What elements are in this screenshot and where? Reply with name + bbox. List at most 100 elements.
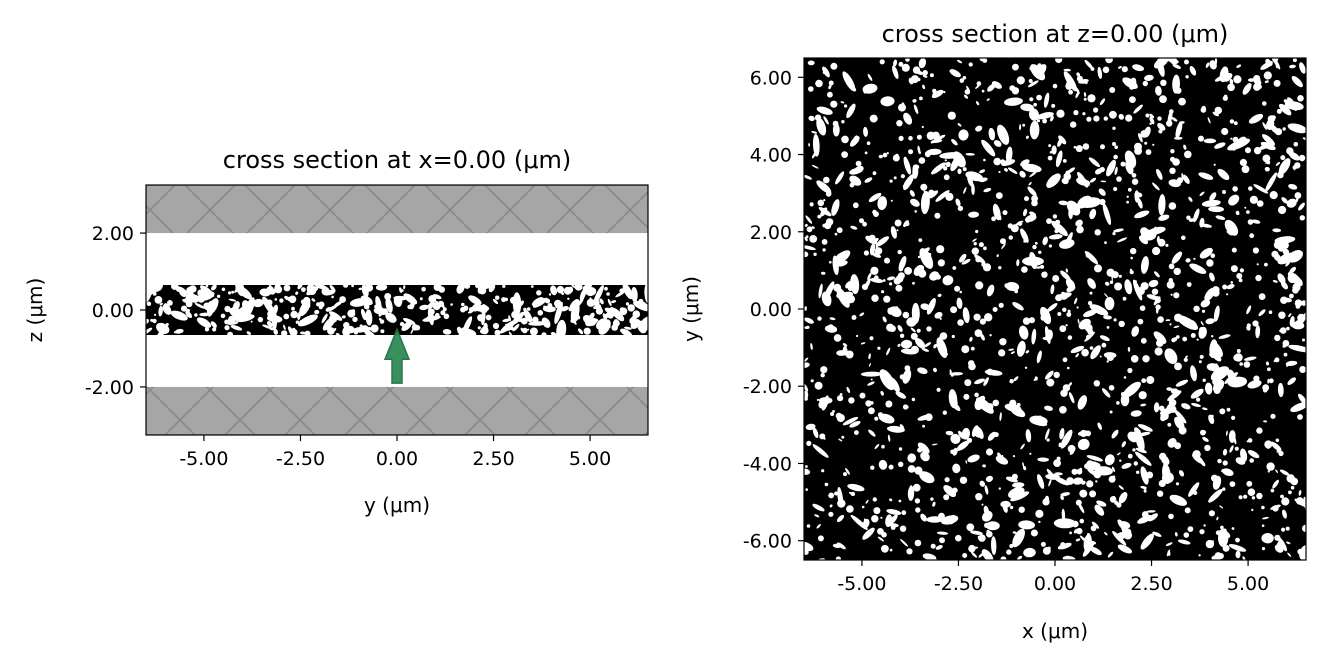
structure-void [984,485,989,495]
structure-void [829,260,832,264]
structure-void [1168,399,1177,407]
source-arrow [383,327,411,384]
structure-void [1229,119,1235,124]
structure-void [1278,450,1284,457]
structure-void [1178,470,1185,477]
structure-void [410,328,414,335]
structure-void [1153,271,1160,278]
structure-void [1247,219,1254,225]
structure-void [1202,378,1206,382]
structure-void [1102,203,1112,226]
structure-void [1009,85,1016,92]
structure-void [1001,243,1006,250]
structure-void [886,276,896,281]
structure-void [257,316,264,323]
structure-void [979,318,987,325]
structure-void [1140,403,1147,407]
structure-void [1184,59,1189,65]
structure-void [1052,83,1058,89]
structure-void [1169,167,1176,174]
structure-void [341,315,346,319]
right-plot-area [804,58,1306,560]
structure-void [983,158,986,162]
structure-void [830,100,838,108]
structure-void [865,400,872,407]
structure-void [917,442,930,454]
structure-void [1044,326,1051,344]
structure-void [913,315,919,320]
structure-void [1050,284,1055,295]
structure-void [351,284,354,288]
left-ytick-label: 2.00 [92,223,134,245]
structure-void [886,152,889,155]
structure-void [957,59,963,64]
structure-void [1267,367,1271,372]
structure-void [1022,462,1024,467]
structure-void [830,412,835,416]
structure-void [1142,80,1149,87]
structure-void [951,334,955,339]
structure-void [1298,154,1306,162]
structure-void [1203,138,1217,144]
structure-void [909,190,915,197]
structure-void [1132,279,1143,301]
structure-void [1162,463,1171,485]
structure-void [910,332,918,340]
structure-void [956,297,963,309]
structure-void [1205,62,1210,68]
structure-void [957,168,962,175]
structure-void [1188,482,1200,497]
structure-void [620,328,633,337]
structure-void [878,459,888,470]
structure-void [297,312,301,320]
structure-void [973,242,977,246]
structure-void [1029,171,1037,178]
structure-void [962,553,968,558]
structure-void [1045,370,1054,380]
structure-void [556,319,567,341]
structure-void [1104,297,1115,311]
structure-void [1104,281,1110,286]
structure-void [883,295,891,303]
structure-void [846,505,854,513]
structure-void [1061,508,1066,522]
structure-void [1012,455,1016,458]
structure-void [981,139,996,157]
structure-void [1025,350,1030,354]
structure-void [872,497,877,502]
structure-void [205,284,209,288]
structure-void [1228,194,1240,206]
left-xtick-label: -5.00 [179,448,228,470]
structure-void [906,548,913,555]
structure-void [216,294,221,298]
structure-void [1118,492,1128,504]
structure-void [970,346,975,351]
structure-void [959,253,967,263]
structure-void [1047,155,1053,161]
structure-void [1168,179,1182,188]
structure-void [1081,348,1089,357]
structure-void [1227,83,1235,92]
structure-void [1079,489,1088,498]
structure-void [934,212,941,219]
structure-void [1179,121,1185,124]
structure-void [274,285,283,294]
structure-void [464,307,468,311]
structure-void [1001,159,1016,167]
structure-void [1171,251,1183,264]
structure-void [832,410,835,413]
structure-void [845,467,850,475]
structure-void [1278,103,1292,116]
structure-void [1285,261,1291,267]
structure-void [475,282,491,290]
structure-void [812,427,819,439]
structure-void [912,99,917,103]
structure-void [900,339,913,349]
structure-void [814,381,823,390]
structure-void [869,336,874,341]
structure-void [441,303,445,309]
structure-void [428,308,435,315]
structure-void [1249,458,1254,463]
structure-void [464,282,471,289]
structure-void [805,465,808,468]
